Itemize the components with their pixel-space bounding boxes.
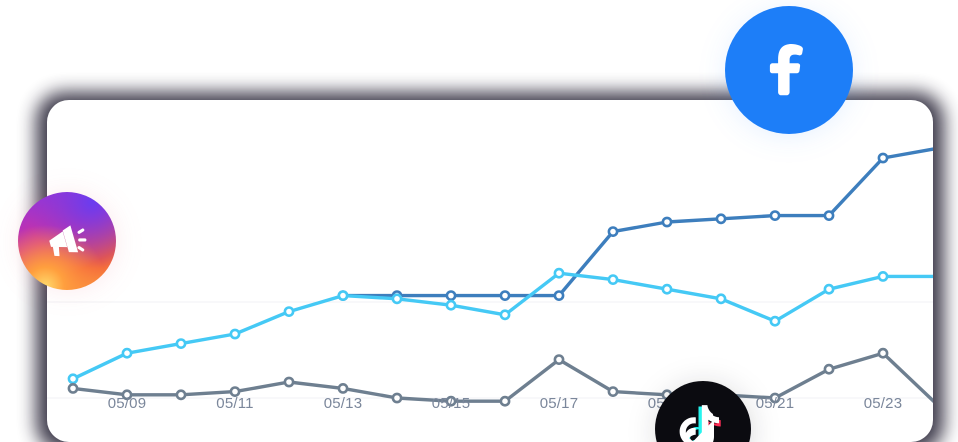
- series-line: [71, 271, 933, 381]
- data-point-marker[interactable]: [823, 363, 835, 375]
- data-point-marker[interactable]: [67, 382, 79, 394]
- series-line: [341, 147, 933, 298]
- data-point-marker[interactable]: [229, 328, 241, 340]
- data-point-marker[interactable]: [445, 299, 457, 311]
- x-axis-tick-05-13: 05/13: [323, 395, 363, 412]
- data-point-marker[interactable]: [391, 392, 403, 404]
- data-point-marker[interactable]: [769, 392, 781, 404]
- x-axis-tick-05-15: 05/15: [431, 395, 471, 412]
- data-point-marker[interactable]: [877, 347, 889, 359]
- data-point-marker[interactable]: [553, 354, 565, 365]
- data-point-marker[interactable]: [607, 274, 619, 285]
- data-point-marker[interactable]: [607, 226, 619, 238]
- data-point-marker[interactable]: [337, 290, 349, 301]
- data-point-marker[interactable]: [67, 373, 79, 385]
- line-chart-plot: [47, 100, 933, 442]
- data-point-marker[interactable]: [499, 395, 511, 407]
- data-point-marker[interactable]: [445, 395, 457, 407]
- data-point-marker[interactable]: [823, 210, 835, 221]
- data-point-marker[interactable]: [121, 347, 133, 359]
- facebook-badge[interactable]: [725, 6, 853, 134]
- data-point-marker[interactable]: [499, 309, 511, 321]
- data-point-marker[interactable]: [769, 210, 781, 221]
- megaphone-icon: [49, 225, 87, 257]
- x-axis-tick-05-09: 05/09: [107, 395, 147, 412]
- data-point-marker[interactable]: [661, 216, 673, 228]
- chart-svg: [47, 147, 933, 407]
- x-axis-tick-05-11: 05/11: [216, 395, 254, 412]
- data-point-marker[interactable]: [715, 293, 727, 305]
- data-point-marker[interactable]: [607, 386, 619, 397]
- data-point-marker[interactable]: [715, 213, 727, 225]
- data-point-marker[interactable]: [391, 293, 403, 305]
- series-instagram: [67, 267, 933, 385]
- data-point-marker[interactable]: [229, 386, 241, 397]
- data-point-marker[interactable]: [877, 270, 889, 282]
- data-point-marker[interactable]: [337, 382, 349, 394]
- x-axis-tick-05-17: 05/17: [539, 395, 579, 412]
- data-point-marker[interactable]: [877, 152, 889, 164]
- facebook-f-icon: [769, 43, 803, 96]
- data-point-marker[interactable]: [283, 306, 295, 317]
- x-axis-tick-05-23: 05/23: [863, 395, 903, 412]
- x-axis-tick-05-21: 05/21: [755, 395, 795, 412]
- data-point-marker[interactable]: [553, 290, 565, 301]
- tiktok-note-icon: [679, 405, 721, 442]
- data-point-marker[interactable]: [823, 283, 835, 295]
- data-point-marker[interactable]: [175, 338, 187, 349]
- data-point-marker[interactable]: [553, 267, 565, 279]
- data-point-marker[interactable]: [121, 389, 133, 401]
- series-tiktok: [67, 347, 933, 407]
- series-facebook: [337, 147, 933, 301]
- data-point-marker[interactable]: [499, 290, 511, 301]
- data-point-marker[interactable]: [769, 315, 781, 327]
- data-point-marker[interactable]: [445, 290, 457, 301]
- data-point-marker[interactable]: [175, 389, 187, 401]
- instagram-megaphone-badge[interactable]: [18, 192, 116, 290]
- data-point-marker[interactable]: [661, 283, 673, 295]
- data-point-marker[interactable]: [283, 376, 295, 388]
